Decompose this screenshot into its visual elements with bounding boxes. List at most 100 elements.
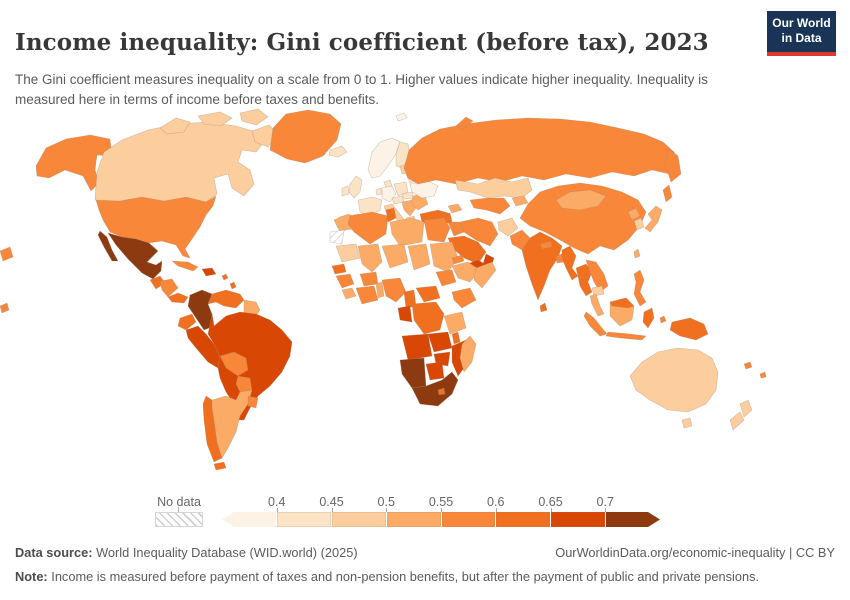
country-cote-divoire-ghana[interactable] — [355, 285, 379, 305]
country-canada[interactable] — [94, 121, 265, 203]
country-algeria[interactable] — [347, 211, 389, 245]
country-canada[interactable] — [197, 111, 233, 127]
country-brazil[interactable] — [207, 311, 293, 421]
country-iceland[interactable] — [328, 145, 348, 158]
country-pacific-islands[interactable] — [759, 371, 767, 379]
country-cambodia[interactable] — [591, 285, 605, 297]
country-tunisia[interactable] — [385, 207, 397, 223]
country-france[interactable] — [357, 196, 383, 217]
country-thailand[interactable] — [575, 263, 593, 297]
country-bolivia[interactable] — [219, 351, 249, 377]
country-honduras-nicaragua[interactable] — [159, 278, 179, 298]
country-zambia[interactable] — [427, 331, 453, 353]
country-borneo-malaysia[interactable] — [609, 297, 635, 309]
country-sulawesi[interactable] — [642, 307, 655, 329]
country-norway-sweden[interactable] — [395, 112, 408, 122]
country-nigeria[interactable] — [381, 277, 407, 303]
country-uganda-kenya[interactable] — [451, 287, 477, 309]
country-kazakhstan[interactable] — [454, 177, 533, 199]
country-russia[interactable] — [664, 147, 682, 183]
country-libya[interactable] — [389, 217, 425, 247]
legend-no-data-swatch[interactable] — [155, 512, 203, 527]
country-lesser-antilles[interactable] — [229, 281, 237, 290]
country-south-korea[interactable] — [633, 217, 645, 231]
country-myanmar[interactable] — [561, 245, 579, 281]
country-iran[interactable] — [459, 217, 499, 247]
country-benin-togo[interactable] — [375, 281, 385, 299]
country-russia[interactable] — [0, 302, 10, 314]
country-caucasus[interactable] — [447, 203, 463, 214]
country-hungary-slovakia[interactable] — [401, 191, 414, 200]
country-cuba[interactable] — [171, 260, 199, 272]
country-ecuador[interactable] — [177, 313, 197, 331]
country-argentina[interactable] — [211, 389, 253, 459]
country-drc[interactable] — [411, 301, 445, 335]
country-new-zealand[interactable] — [729, 411, 745, 431]
country-poland[interactable] — [393, 181, 409, 197]
country-egypt[interactable] — [423, 217, 451, 243]
country-russia[interactable] — [0, 246, 14, 262]
legend-bin-4[interactable] — [440, 512, 496, 527]
legend-bin-6[interactable] — [550, 512, 606, 527]
country-iraq[interactable] — [447, 221, 465, 237]
country-japan[interactable] — [644, 205, 663, 233]
country-lesser-antilles[interactable] — [221, 273, 229, 281]
country-burkina-faso[interactable] — [359, 271, 379, 287]
country-malaysia-peninsula[interactable] — [589, 293, 605, 317]
country-sri-lanka[interactable] — [539, 302, 548, 313]
country-mali[interactable] — [357, 243, 383, 273]
country-afghanistan[interactable] — [497, 217, 519, 237]
country-chad[interactable] — [407, 243, 431, 271]
country-somalia[interactable] — [473, 261, 497, 289]
country-lesotho[interactable] — [437, 387, 446, 396]
country-philippines[interactable] — [633, 269, 647, 307]
country-western-sahara[interactable] — [329, 229, 345, 245]
country-uk[interactable] — [348, 175, 363, 199]
country-usa[interactable] — [35, 134, 113, 192]
country-usa[interactable] — [95, 195, 217, 259]
country-russia[interactable] — [455, 116, 474, 131]
country-kyrgyzstan-tajikistan[interactable] — [511, 195, 529, 207]
country-tierra-del-fuego[interactable] — [213, 461, 227, 471]
country-central-african-republic[interactable] — [415, 285, 441, 303]
country-maluku[interactable] — [659, 315, 667, 324]
country-namibia[interactable] — [399, 357, 427, 389]
country-costa-rica-panama[interactable] — [167, 292, 189, 304]
country-madagascar[interactable] — [459, 335, 477, 373]
country-sierra-leone-liberia[interactable] — [341, 287, 357, 300]
country-hispaniola[interactable] — [201, 267, 217, 277]
legend-bin-1[interactable] — [275, 512, 331, 527]
country-india[interactable] — [521, 231, 563, 301]
country-benelux[interactable] — [375, 187, 383, 196]
country-botswana[interactable] — [425, 361, 445, 381]
country-java[interactable] — [605, 331, 647, 341]
country-greenland[interactable] — [269, 109, 342, 164]
country-mexico[interactable] — [107, 232, 163, 280]
legend-bin-5[interactable] — [495, 512, 551, 527]
country-ireland[interactable] — [341, 185, 350, 197]
country-russia[interactable] — [403, 117, 680, 185]
country-gabon-congo[interactable] — [397, 305, 413, 323]
country-venezuela[interactable] — [207, 289, 245, 309]
country-uzbekistan-turkmenistan[interactable] — [469, 197, 511, 215]
country-canada[interactable] — [239, 108, 269, 126]
country-south-sudan[interactable] — [435, 269, 457, 287]
country-laos-vietnam[interactable] — [585, 259, 609, 293]
legend-bin-3[interactable] — [385, 512, 441, 527]
country-guinea[interactable] — [335, 273, 355, 289]
country-south-africa[interactable] — [411, 371, 459, 407]
country-eritrea[interactable] — [451, 254, 465, 265]
country-angola[interactable] — [401, 333, 433, 361]
country-mongolia[interactable] — [555, 189, 607, 211]
country-canada[interactable] — [159, 117, 191, 135]
country-russia[interactable] — [662, 184, 673, 203]
legend-bin-7[interactable] — [605, 512, 660, 527]
country-nepal[interactable] — [539, 240, 553, 250]
country-pacific-islands[interactable] — [743, 361, 753, 370]
country-uruguay[interactable] — [247, 395, 259, 409]
country-australia[interactable] — [629, 347, 719, 413]
legend-bin-0[interactable] — [222, 512, 276, 527]
legend-bin-2[interactable] — [330, 512, 386, 527]
country-mauritania[interactable] — [335, 243, 361, 263]
country-sudan[interactable] — [429, 241, 459, 273]
